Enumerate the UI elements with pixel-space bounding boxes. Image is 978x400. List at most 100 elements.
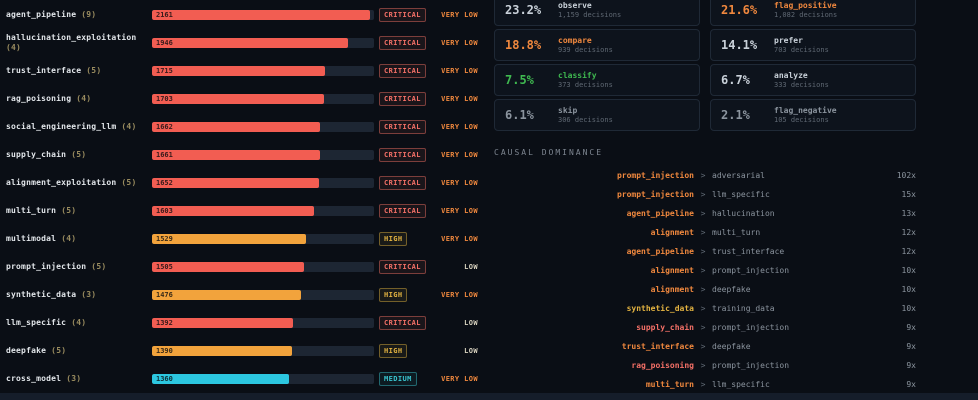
risk-badges: HIGH VERY LOW <box>374 232 484 246</box>
dominated-category: llm_specific <box>712 380 770 389</box>
decision-type-label: skip <box>558 105 578 115</box>
decision-percentage: 18.8% <box>505 38 542 52</box>
likelihood-badge: VERY LOW <box>441 151 478 159</box>
decision-stat-card[interactable]: 6.7% analyze 333 decisions <box>710 64 916 96</box>
risk-bar-track: 1946 <box>152 38 374 48</box>
risk-bar-track: 1476 <box>152 290 374 300</box>
severity-badge: HIGH <box>379 232 408 246</box>
dominance-arrow-icon: > <box>700 209 706 218</box>
risk-row[interactable]: rag_poisoning (4) 1703 CRITICAL VERY LOW <box>6 85 484 113</box>
decision-stat-card[interactable]: 23.2% observe 1,159 decisions <box>494 0 700 26</box>
risk-row[interactable]: supply_chain (5) 1661 CRITICAL VERY LOW <box>6 141 484 169</box>
decision-stat-card[interactable]: 21.6% flag_positive 1,082 decisions <box>710 0 916 26</box>
likelihood-badge: VERY LOW <box>441 235 478 243</box>
risk-category-name: trust_interface <box>6 65 82 75</box>
risk-score-value: 2161 <box>156 11 173 19</box>
dominant-category: prompt_injection <box>616 171 694 180</box>
risk-bar: 1529 <box>152 234 307 244</box>
risk-category-count: (4) <box>121 121 137 131</box>
dominance-count: 13x <box>901 209 916 218</box>
risk-category-count: (4) <box>76 93 92 103</box>
risk-category-name: agent_pipeline <box>6 9 77 19</box>
risk-category-count: (4) <box>71 317 87 327</box>
risk-bar-track: 1703 <box>152 94 374 104</box>
risk-badges: MEDIUM VERY LOW <box>374 372 484 386</box>
risk-bar: 1505 <box>152 262 304 272</box>
risk-bar: 1662 <box>152 122 320 132</box>
risk-bar-track: 1360 <box>152 374 374 384</box>
risk-category-label: multimodal (4) <box>6 234 152 244</box>
risk-category-count: (5) <box>121 177 137 187</box>
risk-bar: 1703 <box>152 94 324 104</box>
risk-score-value: 1476 <box>156 291 173 299</box>
causal-dominance-title: CAUSAL DOMINANCE <box>494 148 604 157</box>
decision-percentage: 2.1% <box>721 108 750 122</box>
risk-category-label: prompt_injection (5) <box>6 262 152 272</box>
risk-category-label: hallucination_exploitation (4) <box>6 33 152 54</box>
dominant-category: multi_turn <box>645 380 694 389</box>
decision-meta: classify 373 decisions <box>558 71 613 90</box>
risk-row[interactable]: agent_pipeline (9) 2161 CRITICAL VERY LO… <box>6 1 484 29</box>
risk-category-label: deepfake (5) <box>6 346 152 356</box>
risk-bar-track: 2161 <box>152 10 374 20</box>
decision-type-label: flag_positive <box>774 0 837 10</box>
risk-row[interactable]: multi_turn (5) 1603 CRITICAL VERY LOW <box>6 197 484 225</box>
decision-distribution-grid: 23.2% observe 1,159 decisions 21.6% flag… <box>494 0 916 131</box>
dominated-category: training_data <box>712 304 775 313</box>
decision-type-label: classify <box>558 70 597 80</box>
causal-dominance-list: prompt_injection > adversarial 102x prom… <box>494 166 916 394</box>
decision-percentage: 7.5% <box>505 73 534 87</box>
risk-row[interactable]: hallucination_exploitation (4) 1946 CRIT… <box>6 29 484 57</box>
decision-type-label: flag_negative <box>774 105 837 115</box>
risk-row[interactable]: social_engineering_llm (4) 1662 CRITICAL… <box>6 113 484 141</box>
risk-bar-track: 1661 <box>152 150 374 160</box>
risk-row[interactable]: synthetic_data (3) 1476 HIGH VERY LOW <box>6 281 484 309</box>
risk-score-value: 1603 <box>156 207 173 215</box>
decision-panel: 23.2% observe 1,159 decisions 21.6% flag… <box>484 0 978 400</box>
likelihood-badge: VERY LOW <box>441 67 478 75</box>
risk-category-name: rag_poisoning <box>6 93 72 103</box>
dominance-arrow-icon: > <box>700 361 706 370</box>
footer-strip <box>0 393 978 400</box>
risk-bar-track: 1662 <box>152 122 374 132</box>
risk-row[interactable]: multimodal (4) 1529 HIGH VERY LOW <box>6 225 484 253</box>
risk-row[interactable]: cross_model (3) 1360 MEDIUM VERY LOW <box>6 365 484 393</box>
decision-stat-card[interactable]: 6.1% skip 306 decisions <box>494 99 700 131</box>
dominant-category: agent_pipeline <box>626 209 694 218</box>
decision-meta: compare 939 decisions <box>558 36 613 55</box>
dominant-category: alignment <box>650 285 694 294</box>
risk-row[interactable]: deepfake (5) 1390 HIGH LOW <box>6 337 484 365</box>
risk-row[interactable]: trust_interface (5) 1715 CRITICAL VERY L… <box>6 57 484 85</box>
dominated-category: deepfake <box>712 285 751 294</box>
risk-category-count: (3) <box>81 289 97 299</box>
risk-badges: HIGH LOW <box>374 344 484 358</box>
risk-bar: 1652 <box>152 178 319 188</box>
risk-row[interactable]: prompt_injection (5) 1505 CRITICAL LOW <box>6 253 484 281</box>
risk-row[interactable]: llm_specific (4) 1392 CRITICAL LOW <box>6 309 484 337</box>
decision-meta: prefer 703 decisions <box>774 36 829 55</box>
decision-stat-card[interactable]: 2.1% flag_negative 105 decisions <box>710 99 916 131</box>
dominated-category: prompt_injection <box>712 266 790 275</box>
dominated-category: trust_interface <box>712 247 785 256</box>
decision-stat-card[interactable]: 14.1% prefer 703 decisions <box>710 29 916 61</box>
decision-type-label: observe <box>558 0 592 10</box>
decision-stat-card[interactable]: 18.8% compare 939 decisions <box>494 29 700 61</box>
severity-badge: CRITICAL <box>379 176 426 190</box>
dominance-arrow-icon: > <box>700 380 706 389</box>
risk-category-count: (9) <box>81 9 97 19</box>
severity-badge: CRITICAL <box>379 204 426 218</box>
severity-badge: CRITICAL <box>379 92 426 106</box>
risk-bar-track: 1390 <box>152 346 374 356</box>
dominated-category: multi_turn <box>712 228 761 237</box>
decision-type-label: analyze <box>774 70 808 80</box>
decision-stat-card[interactable]: 7.5% classify 373 decisions <box>494 64 700 96</box>
risk-bar: 1715 <box>152 66 326 76</box>
risk-score-value: 1392 <box>156 319 173 327</box>
risk-category-count: (5) <box>61 205 77 215</box>
risk-category-name: alignment_exploitation <box>6 177 117 187</box>
risk-bar-track: 1392 <box>152 318 374 328</box>
risk-row[interactable]: alignment_exploitation (5) 1652 CRITICAL… <box>6 169 484 197</box>
decision-meta: flag_negative 105 decisions <box>774 106 837 125</box>
risk-score-value: 1661 <box>156 151 173 159</box>
risk-category-count: (5) <box>51 345 67 355</box>
